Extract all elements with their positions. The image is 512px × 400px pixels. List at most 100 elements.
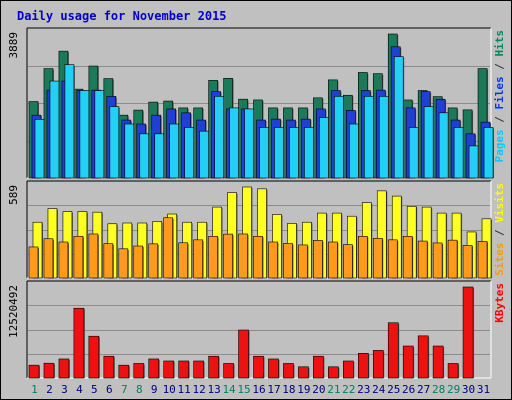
x-tick-label-19: 19 [297,383,310,396]
bar-kbytes-day-10 [163,360,175,379]
bar-kbytes-day-4 [73,307,85,379]
x-tick-label-10: 10 [163,383,176,396]
bar-sites-day-23 [357,235,368,279]
bar-sites-day-5 [88,233,99,279]
bar-sites-day-30 [462,245,473,279]
chart-title: Daily usage for November 2015 [17,9,227,23]
bar-sites-day-29 [447,239,458,279]
bar-kbytes-day-12 [193,360,204,379]
bar-sites-day-21 [328,241,338,279]
bar-sites-day-4 [73,235,84,279]
legend-entry: Sites [493,243,506,276]
bar-pages-day-18 [289,127,299,179]
bar-kbytes-day-19 [298,366,309,379]
bar-sites-day-15 [238,233,248,279]
bar-pages-day-26 [408,127,419,179]
bar-kbytes-day-16 [253,355,264,379]
bar-sites-day-19 [298,244,308,279]
bar-pages-day-1 [34,119,45,179]
legend-entry: Visits [493,183,506,223]
bar-sites-day-25 [387,239,398,279]
bar-pages-day-29 [453,127,464,179]
bar-pages-day-30 [468,145,479,179]
bar-pages-day-2 [49,80,60,179]
bar-pages-day-6 [109,106,120,179]
legend-entry: / [493,223,506,243]
bar-sites-day-7 [118,248,129,279]
bar-kbytes-day-11 [178,360,189,379]
bar-pages-day-9 [154,133,165,179]
bar-sites-day-13 [208,235,218,279]
bar-sites-day-22 [343,244,353,279]
bar-pages-day-22 [349,123,359,179]
legend-entry: / [493,110,506,130]
bar-pages-day-23 [363,96,374,179]
bar-pages-day-14 [229,107,239,179]
x-tick-label-29: 29 [447,383,460,396]
bar-pages-day-10 [169,123,180,179]
x-tick-label-6: 6 [106,383,113,396]
bar-kbytes-day-20 [313,355,324,379]
bar-sites-day-20 [313,240,323,279]
x-tick-label-12: 12 [193,383,206,396]
x-tick-label-22: 22 [342,383,355,396]
x-tick-label-21: 21 [327,383,340,396]
bar-sites-day-6 [103,243,114,279]
bar-kbytes-day-27 [417,335,429,379]
bar-sites-day-10 [163,217,174,279]
bar-kbytes-day-1 [28,364,40,379]
bar-pages-day-19 [304,127,314,179]
x-tick-label-13: 13 [207,383,220,396]
bar-kbytes-day-30 [462,286,474,379]
x-tick-label-3: 3 [61,383,68,396]
bar-pages-day-28 [438,112,449,179]
x-tick-label-27: 27 [417,383,430,396]
bar-sites-day-27 [417,240,428,279]
y-max-label: 3889 [7,32,20,59]
x-tick-label-9: 9 [151,383,158,396]
bar-kbytes-day-14 [223,363,234,379]
bar-kbytes-day-23 [357,352,369,379]
x-tick-label-4: 4 [76,383,83,396]
bar-kbytes-day-5 [88,335,100,379]
x-tick-label-30: 30 [462,383,475,396]
x-tick-label-20: 20 [312,383,325,396]
bar-sites-day-26 [402,235,413,279]
bar-sites-day-12 [193,239,203,279]
bar-kbytes-day-17 [268,358,279,379]
bar-kbytes-day-3 [58,358,70,379]
legend-entry: KBytes [493,283,506,323]
bar-pages-day-5 [94,90,105,179]
bar-pages-day-8 [139,133,150,179]
x-tick-label-28: 28 [432,383,445,396]
bar-sites-day-9 [148,243,159,279]
bar-pages-day-21 [334,96,344,179]
bar-kbytes-day-13 [208,355,219,379]
bar-kbytes-day-21 [328,366,339,379]
bar-sites-day-28 [432,242,443,279]
bar-kbytes-day-28 [432,345,444,379]
legend-entry: Pages [493,129,506,162]
bar-kbytes-day-8 [133,363,145,379]
x-tick-label-14: 14 [222,383,236,396]
bar-kbytes-day-26 [402,345,414,379]
x-tick-label-1: 1 [31,383,38,396]
bar-pages-day-7 [124,123,135,179]
bar-kbytes-day-18 [283,363,294,379]
x-tick-label-16: 16 [252,383,265,396]
bar-pages-day-13 [214,96,224,179]
bar-sites-day-14 [223,233,233,279]
legend-entry: Hits [493,30,506,57]
bar-kbytes-day-15 [238,329,249,379]
bar-kbytes-day-24 [372,350,384,379]
legend-entry: Files [493,76,506,109]
bar-pages-day-31 [483,127,494,179]
legend: KBytes [493,283,506,323]
y-max-label: 12520492 [7,285,20,338]
bar-sites-day-1 [28,246,39,279]
bar-kbytes-day-29 [447,363,459,379]
bar-kbytes-day-9 [148,358,160,379]
bar-pages-day-11 [184,127,194,179]
